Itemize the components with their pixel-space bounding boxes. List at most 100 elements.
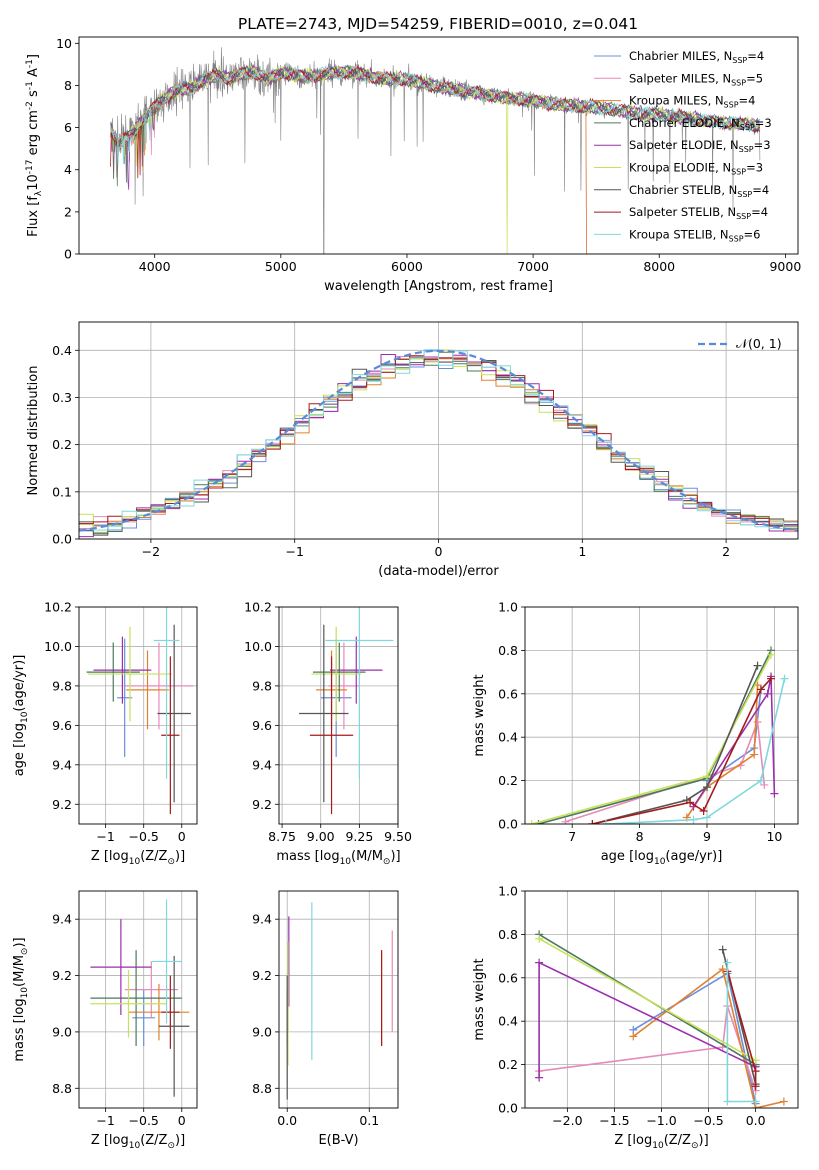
x-tick-label: 1 bbox=[578, 544, 586, 559]
x-tick-label: 9.25 bbox=[345, 829, 373, 844]
weight-point-marker bbox=[750, 750, 759, 759]
label-part: 10 bbox=[129, 1141, 141, 1151]
y-tick-label: 0.3 bbox=[52, 390, 72, 405]
axes-frame bbox=[78, 890, 198, 1109]
x-axis-label: mass [log10(M/M⊙)] bbox=[276, 849, 400, 867]
label-part: -17 bbox=[25, 160, 35, 175]
label-part: 10 bbox=[652, 1141, 664, 1151]
label-part: -1 bbox=[25, 81, 35, 90]
y-tick-label: 9.2 bbox=[252, 797, 272, 812]
x-tick-label: 9.50 bbox=[384, 829, 412, 844]
label-part: ⊙ bbox=[167, 1141, 175, 1151]
y-tick-label: 0.6 bbox=[498, 970, 518, 985]
weight-point-marker bbox=[703, 772, 711, 781]
weight-point-marker bbox=[723, 958, 732, 967]
y-tick-label: 0.0 bbox=[52, 532, 72, 547]
label-part: mass [log bbox=[276, 849, 339, 864]
weight-lines bbox=[527, 646, 789, 824]
legend-text: Chabrier ELODIE, N bbox=[629, 116, 740, 130]
weight-point-marker bbox=[718, 945, 727, 954]
axes-frame bbox=[78, 36, 799, 255]
y-tick-label: 0.8 bbox=[498, 643, 518, 658]
y-tick-label: 0.2 bbox=[52, 437, 72, 452]
y-tick-label: 0.6 bbox=[498, 686, 518, 701]
legend-tail: =3 bbox=[746, 161, 763, 175]
label-part: -2 bbox=[25, 101, 35, 110]
legend-tail: =4 bbox=[752, 183, 769, 197]
x-tick-label: −0.5 bbox=[129, 829, 159, 844]
y-tick-label: 10.2 bbox=[44, 600, 72, 615]
label-part: s bbox=[26, 90, 41, 101]
x-tick-label: 0 bbox=[178, 1113, 186, 1128]
x-tick-label: 9000 bbox=[769, 259, 801, 274]
label-part: ⊙ bbox=[20, 948, 30, 956]
x-tick-label: −0.5 bbox=[129, 1113, 159, 1128]
legend-text: Salpeter MILES, N bbox=[629, 71, 731, 85]
weight-series-line bbox=[592, 665, 759, 824]
y-tick-label: 10.0 bbox=[44, 639, 72, 654]
weight-point-marker bbox=[601, 820, 610, 824]
legend-text: Salpeter STELIB, N bbox=[629, 205, 736, 219]
x-tick-label: 0.1 bbox=[359, 1113, 379, 1128]
x-tick-label: −2 bbox=[142, 544, 160, 559]
legend-subscript: SSP bbox=[731, 78, 746, 87]
label-part: Z [log bbox=[614, 1133, 652, 1148]
y-tick-label: 9.8 bbox=[52, 678, 72, 693]
x-axis-label: Z [log10(Z/Z⊙)] bbox=[91, 1133, 185, 1151]
legend-text: Chabrier MILES, N bbox=[629, 49, 732, 63]
errorbar-marks bbox=[90, 899, 190, 1097]
y-tick-label: 8 bbox=[64, 78, 72, 93]
weight-point-marker bbox=[703, 783, 711, 792]
weight-point-marker bbox=[760, 780, 769, 789]
weight-point-marker bbox=[689, 815, 698, 824]
weight-point-marker bbox=[686, 798, 695, 807]
weight-point-marker bbox=[535, 1073, 544, 1082]
errorbar-marks bbox=[299, 607, 394, 815]
x-tick-label: 0 bbox=[178, 829, 186, 844]
age-vs-mass-plot: 8.75 9.00 9.25 9.50 9.2 9.4 9.6 9.8 10.0 10.2 mass… bbox=[244, 600, 412, 868]
y-tick-label: 8.8 bbox=[52, 1081, 72, 1096]
histogram-bars bbox=[79, 349, 798, 538]
y-tick-label: 9.8 bbox=[252, 678, 272, 693]
label-part: ⊙ bbox=[383, 857, 391, 867]
label-part: Normed distribution bbox=[26, 366, 41, 496]
label-part: -1 bbox=[25, 59, 35, 68]
y-tick-label: 0.1 bbox=[52, 484, 72, 499]
mass-vs-ebv-plot: 0.0 0.1 8.8 9.0 9.2 9.4 E(B-V) bbox=[252, 890, 399, 1148]
x-tick-label: −1 bbox=[96, 829, 114, 844]
label-part: 10 bbox=[129, 857, 141, 867]
errorbar-marks bbox=[86, 607, 194, 815]
x-tick-label: 8 bbox=[636, 829, 644, 844]
legend-entry: Salpeter MILES, NSSP=5 bbox=[629, 71, 763, 87]
weight-series-line bbox=[632, 967, 785, 1108]
y-tick-label: 0.4 bbox=[498, 1014, 518, 1029]
y-tick-label: 1.0 bbox=[498, 884, 518, 899]
y-tick-label: 10.2 bbox=[244, 600, 272, 615]
weight-series-line bbox=[538, 938, 756, 1061]
x-tick-label: 2 bbox=[722, 544, 730, 559]
x-axis-label: Z [log10(Z/Z⊙)] bbox=[91, 849, 185, 867]
legend-subscript: SSP bbox=[736, 212, 751, 221]
legend-text: Kroupa ELODIE, N bbox=[629, 161, 731, 175]
y-tick-label: 10 bbox=[56, 36, 72, 51]
x-tick-label: 4000 bbox=[139, 259, 171, 274]
y-axis-label: Flux [fλ10-17 erg cm-2 s-1 A-1] bbox=[25, 54, 44, 237]
legend-entry: Chabrier ELODIE, NSSP=3 bbox=[629, 116, 772, 132]
label-part: )] bbox=[699, 1133, 709, 1148]
weight-point-marker bbox=[751, 1067, 760, 1076]
y-tick-label: 9.2 bbox=[52, 968, 72, 983]
x-tick-label: −1 bbox=[96, 1113, 114, 1128]
x-tick-label: 6000 bbox=[391, 259, 423, 274]
age-vs-metallicity-plot: −1 −0.5 09.29.49.69.810.010.2Z [log10(Z/Z⊙… bbox=[12, 600, 198, 867]
x-tick-label: −1.0 bbox=[646, 1113, 676, 1128]
label-part: 10 bbox=[654, 857, 666, 867]
label-part: 10 bbox=[20, 987, 30, 999]
weight-point-marker bbox=[767, 650, 776, 659]
legend-text: Kroupa STELIB, N bbox=[629, 227, 729, 241]
label-part: )] bbox=[390, 849, 400, 864]
y-axis-label: mass [log10(M/M⊙)] bbox=[12, 937, 30, 1061]
axes-frame bbox=[278, 606, 399, 825]
legend-tail: =6 bbox=[744, 227, 761, 241]
x-axis-label: (data-model)/error bbox=[378, 564, 499, 579]
